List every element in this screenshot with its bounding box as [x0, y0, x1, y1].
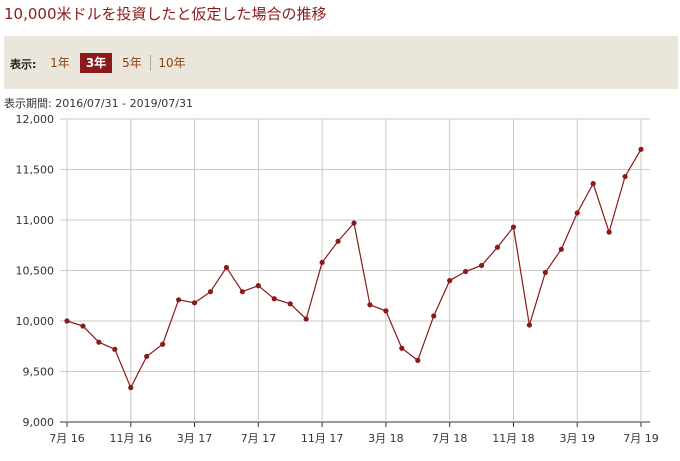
data-point: [463, 268, 469, 275]
x-tick-label: 7月 18: [432, 432, 468, 445]
data-point: [80, 323, 86, 329]
data-point: [447, 278, 453, 284]
data-point: [415, 357, 421, 363]
data-point: [351, 220, 357, 226]
data-point: [542, 269, 548, 276]
data-point: [176, 297, 182, 303]
option-1y[interactable]: 1年: [50, 56, 70, 70]
y-tick-label: 11,500: [16, 164, 55, 177]
data-point: [431, 313, 437, 319]
data-point: [510, 224, 517, 230]
display-period: 表示期間: 2016/07/31 - 2019/07/31: [4, 95, 193, 111]
data-point: [255, 283, 261, 289]
data-point: [144, 353, 150, 359]
data-point: [271, 296, 277, 302]
y-tick-label: 10,000: [16, 315, 55, 328]
data-point: [303, 316, 309, 322]
x-tick-label: 11月 16: [110, 432, 153, 445]
data-point: [494, 244, 501, 250]
data-point: [399, 345, 405, 351]
x-tick-label: 3月 17: [177, 432, 213, 445]
data-point: [207, 289, 214, 295]
data-point: [287, 301, 293, 307]
selector-label: 表示:: [10, 58, 37, 71]
data-point: [606, 229, 612, 235]
y-tick-label: 9,000: [23, 416, 55, 429]
display-period-value: 2016/07/31 - 2019/07/31: [55, 97, 193, 110]
data-point: [96, 339, 102, 345]
x-tick-label: 3月 19: [559, 432, 595, 445]
y-tick-label: 10,500: [16, 265, 55, 278]
option-5y[interactable]: 5年: [122, 56, 142, 70]
x-tick-label: 7月 16: [49, 432, 85, 445]
display-period-label: 表示期間:: [4, 97, 52, 110]
data-point: [239, 289, 245, 295]
data-point: [526, 322, 532, 328]
x-tick-label: 7月 19: [623, 432, 659, 445]
data-point: [223, 264, 230, 271]
y-tick-label: 11,000: [16, 214, 55, 227]
page-title: 10,000米ドルを投資したと仮定した場合の推移: [4, 5, 327, 23]
option-10y[interactable]: 10年: [158, 56, 186, 70]
data-point: [160, 341, 166, 347]
option-divider: [150, 55, 151, 71]
data-point: [335, 238, 341, 244]
series-line: [66, 148, 642, 390]
x-tick-label: 3月 18: [368, 432, 404, 445]
data-point: [128, 385, 134, 391]
data-point: [638, 146, 644, 152]
data-point: [478, 262, 485, 269]
x-tick-label: 11月 17: [301, 432, 344, 445]
data-point: [574, 210, 580, 216]
data-point: [590, 181, 596, 187]
y-tick-label: 9,500: [23, 366, 55, 379]
data-point: [319, 259, 325, 266]
data-point: [112, 346, 118, 352]
data-point: [191, 300, 198, 306]
x-tick-label: 7月 17: [241, 432, 277, 445]
data-point: [622, 173, 628, 180]
data-point: [383, 308, 389, 314]
data-point: [367, 302, 373, 308]
option-3y[interactable]: 3年: [80, 53, 112, 73]
x-tick-label: 11月 18: [492, 432, 535, 445]
period-selector: 表示: 1年 3年 5年 10年: [4, 36, 678, 89]
data-point: [558, 246, 564, 252]
y-tick-label: 12,000: [16, 113, 55, 126]
data-point: [64, 318, 70, 324]
